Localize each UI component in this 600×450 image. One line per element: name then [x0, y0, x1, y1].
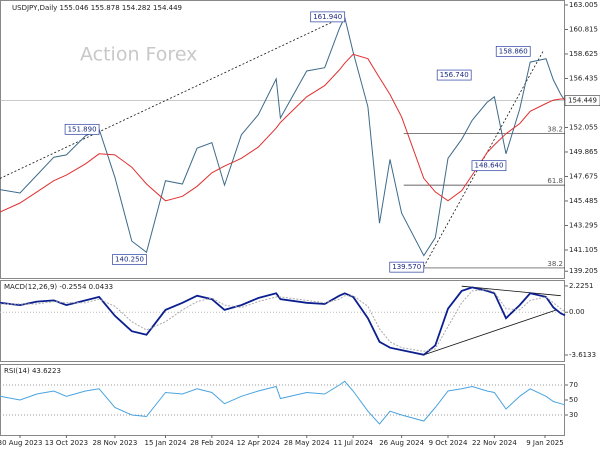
x-tick-label: 9 Jan 2025 [526, 439, 564, 447]
y-tick-label: 163.005 [569, 1, 598, 9]
annotation-box [64, 123, 100, 135]
y-tick-label: 145.485 [569, 197, 598, 205]
series-line [0, 289, 566, 352]
y-tick-label: 30 [569, 411, 578, 419]
y-tick-label: 149.865 [569, 148, 598, 156]
current-price-box [564, 95, 600, 106]
y-tick-label: 139.205 [569, 267, 598, 275]
rsi-title: RSI(14) 43.6223 [4, 367, 61, 375]
annotation-label: 161.940 [313, 13, 342, 21]
y-tick-label: 158.625 [569, 50, 598, 58]
series-line [0, 53, 565, 213]
trendline [461, 285, 561, 297]
y-tick-label: 147.675 [569, 172, 598, 180]
y-tick-label: 70 [569, 381, 578, 389]
x-tick-label: 28 Feb 2024 [190, 439, 234, 447]
series-line [0, 286, 566, 356]
annotation-box [471, 160, 507, 172]
annotation-label: 140.250 [115, 256, 144, 264]
y-tick-label: 143.295 [569, 221, 598, 229]
y-tick-label: -3.6133 [569, 351, 596, 359]
y-tick-label: 0.00 [569, 308, 585, 316]
y-tick-label: 50 [569, 396, 578, 404]
y-tick-label: 141.105 [569, 246, 598, 254]
annotation-box [310, 11, 346, 23]
x-tick-label: 11 Jul 2024 [333, 439, 373, 447]
macd-title: MACD(12,26,9) -0.2554 0.0433 [4, 283, 113, 291]
fib-label: 61.8 [547, 177, 563, 185]
main-panel [0, 0, 565, 279]
annotation-label: 139.570 [392, 263, 421, 271]
x-tick-label: 15 Jan 2024 [145, 439, 188, 447]
current-price-label: 154.449 [568, 97, 597, 105]
x-tick-label: 9 Oct 2024 [429, 439, 468, 447]
y-tick-label: 160.815 [569, 25, 598, 33]
x-tick-label: 13 Oct 2023 [45, 439, 88, 447]
y-tick-label: 156.435 [569, 74, 598, 82]
annotation-box [389, 261, 425, 273]
x-tick-label: 26 Aug 2024 [379, 439, 424, 447]
x-tick-label: 28 Nov 2023 [92, 439, 137, 447]
annotation-label: 158.860 [499, 47, 528, 55]
trendline [0, 15, 345, 179]
y-tick-label: 2.2251 [569, 282, 594, 290]
series-line [0, 15, 566, 257]
x-tick-label: 22 Nov 2024 [472, 439, 517, 447]
trendline [423, 309, 557, 356]
x-tick-label: 30 Aug 2023 [0, 439, 42, 447]
annotation-box [112, 254, 147, 265]
fib-label: 38.2 [547, 126, 563, 134]
annotation-label: 156.740 [440, 71, 469, 79]
x-tick-label: 12 Apr 2024 [237, 439, 281, 447]
watermark: Action Forex [80, 44, 197, 66]
x-tick-label: 28 May 2024 [284, 439, 330, 447]
annotation-label: 148.640 [474, 162, 503, 170]
annotation-box [436, 69, 472, 81]
series-line [0, 380, 566, 425]
macd-panel [0, 280, 565, 362]
y-tick-label: 152.055 [569, 123, 598, 131]
fib-label: 38.2 [547, 260, 563, 268]
annotation-box [495, 45, 531, 57]
annotation-label: 151.890 [68, 125, 97, 133]
chart-title: USDJPY,Daily 155.046 155.878 154.282 154… [12, 4, 182, 12]
rsi-panel [0, 364, 565, 436]
